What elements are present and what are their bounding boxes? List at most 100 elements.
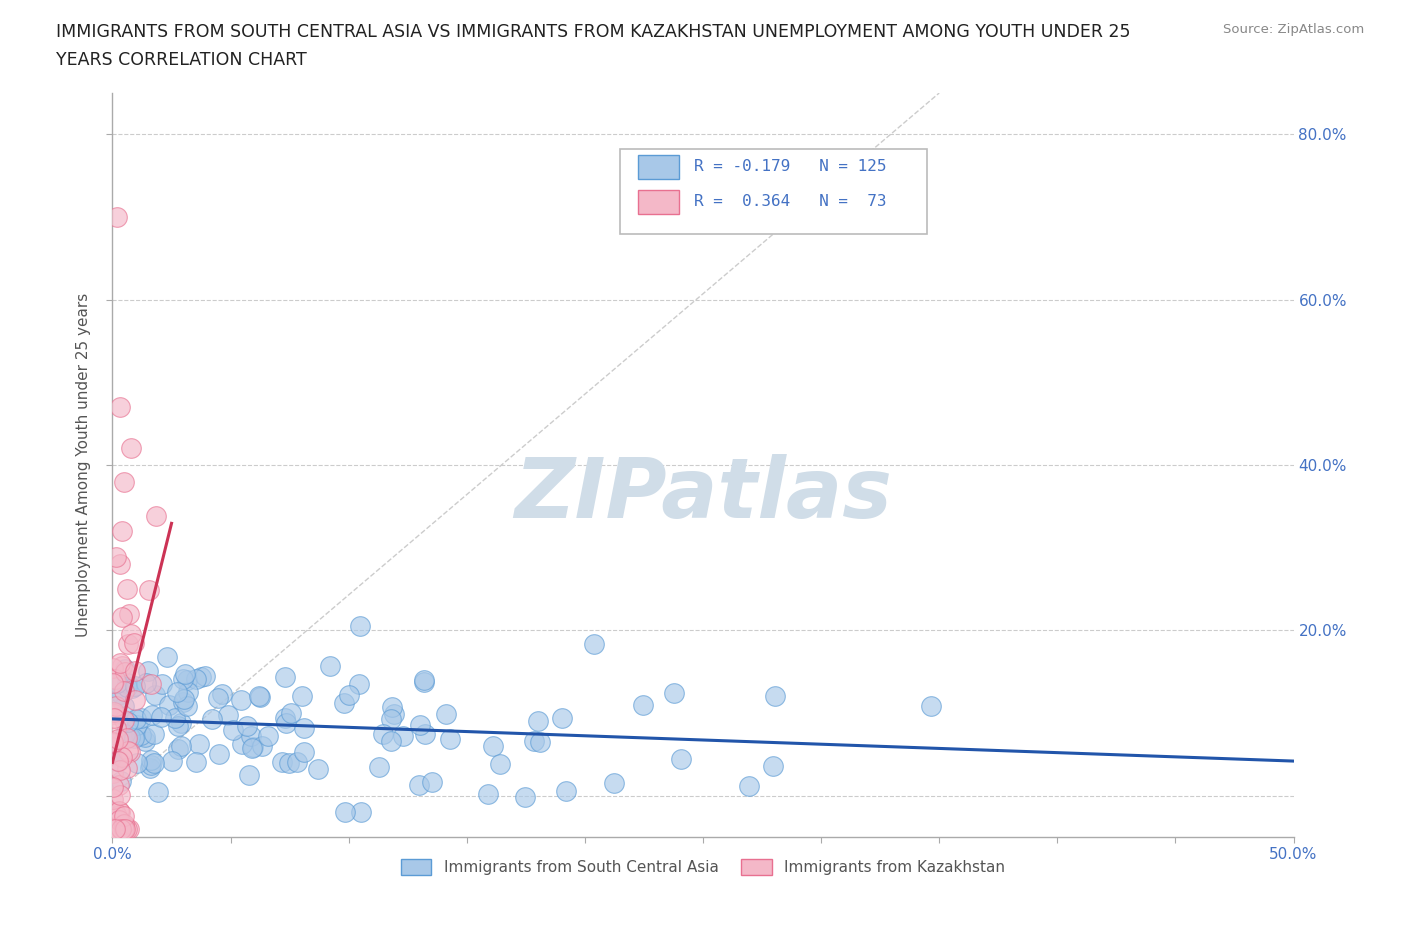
Point [242,739,264,754]
Point [111,817,134,832]
Point [114,726,136,741]
Point [110,821,132,836]
Point [112,817,135,831]
Point [104,698,127,713]
Point [104,671,127,686]
Point [122,731,145,746]
Point [139,757,162,772]
Point [162,753,184,768]
Point [125,755,148,770]
Point [143,688,166,703]
Legend: Immigrants from South Central Asia, Immigrants from Kazakhstan: Immigrants from South Central Asia, Immi… [395,853,1011,882]
Point [108,821,131,836]
Point [529,734,551,749]
Point [101,660,124,675]
Point [274,711,297,725]
Point [738,778,761,793]
Point [108,788,131,803]
Point [101,765,124,780]
Point [207,690,229,705]
Point [434,706,457,721]
Point [101,735,124,750]
Point [170,738,193,753]
Point [107,804,129,818]
Point [115,581,138,596]
Point [103,821,125,836]
Point [111,750,134,764]
Point [250,738,273,753]
Point [477,787,499,802]
Point [156,649,179,664]
Point [138,582,160,597]
Point [367,760,389,775]
Point [139,753,162,768]
Point [115,675,138,690]
Point [141,677,163,692]
Point [125,717,148,732]
Point [176,672,198,687]
Point [285,755,308,770]
Point [121,681,143,696]
Point [107,753,129,768]
Point [124,678,146,693]
Point [129,711,152,725]
Point [139,761,162,776]
Point [631,698,654,712]
Point [118,821,141,836]
Point [112,821,135,836]
Point [337,688,360,703]
Point [118,744,141,759]
Point [380,711,402,726]
Point [104,821,127,836]
Point [439,731,461,746]
Point [134,734,156,749]
Point [111,524,134,538]
Point [231,737,253,751]
Point [222,723,245,737]
Point [125,711,148,726]
Point [103,711,125,725]
Point [513,790,536,804]
Point [381,699,404,714]
Point [921,698,943,713]
Point [489,757,512,772]
Point [117,715,139,730]
Point [761,758,783,773]
Point [142,726,165,741]
Point [101,779,124,794]
Point [371,726,394,741]
Point [108,777,131,792]
Point [110,656,132,671]
Point [150,710,173,724]
Point [104,550,127,565]
Point [105,821,128,836]
Point [319,658,342,673]
Point [603,776,626,790]
Point [105,813,128,828]
Point [104,804,127,819]
Point [107,731,129,746]
Point [103,704,125,719]
Point [291,689,314,704]
Point [247,688,270,703]
Point [108,804,131,819]
Point [176,698,198,713]
FancyBboxPatch shape [620,149,928,234]
Text: IMMIGRANTS FROM SOUTH CENTRAL ASIA VS IMMIGRANTS FROM KAZAKHSTAN UNEMPLOYMENT AM: IMMIGRANTS FROM SOUTH CENTRAL ASIA VS IM… [56,23,1130,41]
Point [292,745,315,760]
Point [163,711,186,725]
Point [186,754,208,769]
Point [172,671,194,686]
Point [201,711,224,726]
Point [129,728,152,743]
Point [257,728,280,743]
Point [583,636,606,651]
Point [177,684,200,699]
Point [551,711,574,725]
Point [664,685,686,700]
Point [249,689,271,704]
Point [115,761,138,776]
Point [278,755,301,770]
Point [166,742,188,757]
Point [110,821,132,836]
